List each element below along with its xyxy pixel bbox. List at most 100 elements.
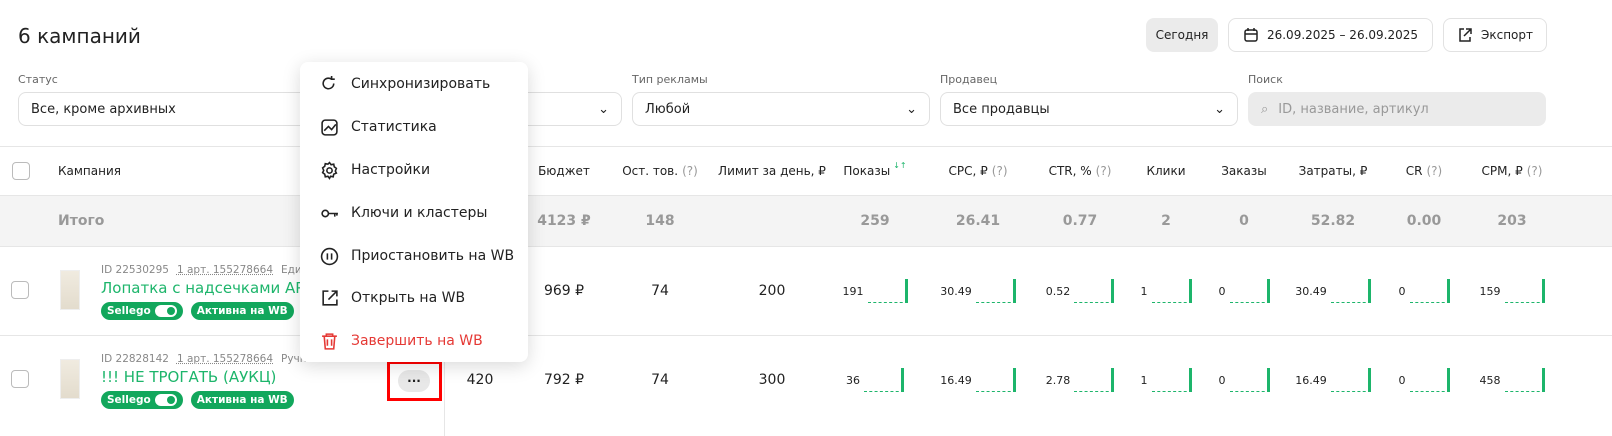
menu-item-trash[interactable]: Завершить на WB	[320, 326, 483, 356]
col-label: Показы	[843, 164, 891, 178]
cell-cr: 0	[1390, 365, 1458, 395]
col-budget[interactable]: Бюджет	[538, 164, 590, 178]
col-orders[interactable]: Заказы	[1221, 164, 1267, 178]
campaign-meta: ID 22530295 1 арт. 155278664 Един	[101, 264, 309, 276]
toggle-switch[interactable]	[154, 305, 177, 317]
col-label: CR	[1405, 164, 1423, 178]
sellego-toggle[interactable]: Sellego	[101, 391, 183, 409]
cell-clicks-value: 1	[1140, 373, 1148, 387]
cell-clicks-value: 1	[1140, 284, 1148, 298]
col-stock[interactable]: Ост. тов. (?)	[610, 147, 710, 195]
help-icon[interactable]: (?)	[1526, 164, 1543, 178]
page-title: 6 кампаний	[18, 24, 141, 48]
sellego-label: Sellego	[107, 305, 151, 317]
menu-item-pause[interactable]: Приостановить на WB	[320, 241, 514, 271]
search-label: Поиск	[1248, 73, 1283, 86]
sparkline	[1229, 368, 1270, 392]
total-orders: 0	[1239, 212, 1249, 229]
article-link[interactable]: 1 арт. 155278664	[176, 353, 274, 365]
campaign-name-link[interactable]: Лопатка с надсечками АРК	[101, 279, 315, 297]
today-label: Сегодня	[1155, 28, 1209, 42]
sparkline-bar	[904, 279, 908, 303]
campaign-name-link[interactable]: !!! НЕ ТРОГАТЬ (АУКЦ)	[101, 368, 277, 386]
cell-cpm-value: 458	[1479, 373, 1501, 387]
today-button[interactable]: Сегодня	[1146, 18, 1218, 52]
cell-spend: 30.49	[1283, 276, 1383, 306]
col-ctr[interactable]: CTR, % (?)	[1032, 147, 1128, 195]
more-actions-button[interactable]: ···	[398, 370, 430, 392]
article-link[interactable]: 1 арт. 155278664	[176, 264, 274, 276]
menu-item-gear[interactable]: Настройки	[320, 155, 430, 185]
cell-cpm: 458	[1464, 365, 1560, 395]
cell-cr-value: 0	[1398, 284, 1406, 298]
search-input[interactable]: ⌕ ID, название, артикул	[1248, 92, 1546, 126]
cell-cpm-value: 159	[1479, 284, 1501, 298]
sparkline	[864, 368, 904, 392]
seller-filter-label: Продавец	[940, 73, 998, 86]
cell-ctr: 2.78	[1032, 365, 1128, 395]
cell-stock: 74	[651, 372, 669, 388]
status-badge: Активна на WB	[190, 391, 294, 409]
export-label: Экспорт	[1480, 28, 1534, 42]
sparkline	[1151, 368, 1192, 392]
cell-budget: 792 ₽	[543, 372, 585, 388]
menu-item-external-link[interactable]: Открыть на WB	[320, 283, 465, 313]
cell-ctr-value: 2.78	[1045, 373, 1071, 387]
sparkline	[975, 368, 1016, 392]
product-thumbnail	[60, 270, 80, 310]
cell-orders: 0	[1208, 276, 1280, 306]
sort-icon[interactable]: ↓↑	[893, 161, 907, 170]
total-cpc: 26.41	[955, 212, 1001, 229]
col-label: CTR, %	[1048, 164, 1092, 178]
select-all-checkbox[interactable]	[11, 147, 31, 195]
campaign-id: ID 22530295	[101, 264, 169, 276]
col-cr[interactable]: CR (?)	[1390, 147, 1458, 195]
row-checkbox[interactable]	[11, 281, 29, 299]
date-range-label: 26.09.2025 – 26.09.2025	[1266, 28, 1419, 42]
menu-item-key[interactable]: Ключи и кластеры	[320, 198, 487, 228]
row-checkbox[interactable]	[11, 370, 29, 388]
cell-limit: 300	[758, 372, 786, 388]
cell-stock: 74	[651, 283, 669, 299]
menu-item-refresh[interactable]: Синхронизировать	[320, 69, 490, 99]
col-clicks[interactable]: Клики	[1146, 164, 1186, 178]
sparkline-bar	[1446, 279, 1450, 303]
sparkline-bar	[1111, 368, 1115, 392]
sparkline-bar	[1367, 279, 1371, 303]
cell-views: 191	[835, 276, 915, 306]
cell-cpc-value: 30.49	[940, 284, 972, 298]
divider	[0, 146, 1612, 147]
help-icon[interactable]: (?)	[1426, 164, 1443, 178]
toggle-switch[interactable]	[154, 394, 177, 406]
sparkline	[1504, 279, 1545, 303]
divider	[0, 195, 1612, 196]
sparkline-bar	[1541, 279, 1545, 303]
col-cpc[interactable]: CPC, ₽ (?)	[930, 147, 1026, 195]
help-icon[interactable]: (?)	[682, 164, 698, 178]
cell-clicks: 1	[1130, 365, 1202, 395]
key-icon	[321, 209, 338, 217]
col-campaign[interactable]: Кампания	[58, 164, 121, 178]
sellego-toggle[interactable]: Sellego	[101, 302, 183, 320]
context-menu: Синхронизировать Статистика Настройки Ключи…	[300, 62, 528, 362]
status-filter-select[interactable]: Все, кроме архивных	[18, 92, 310, 126]
col-cpm[interactable]: CPM, ₽ (?)	[1464, 147, 1560, 195]
seller-filter-select[interactable]: Все продавцы ⌄	[940, 92, 1238, 126]
export-button[interactable]: Экспорт	[1443, 18, 1547, 52]
cell-budget: 969 ₽	[543, 283, 585, 299]
total-cpm: 203	[1497, 212, 1527, 229]
sparkline-bar	[1266, 279, 1270, 303]
help-icon[interactable]: (?)	[1095, 164, 1112, 178]
cell-ctr-value: 0.52	[1045, 284, 1071, 298]
col-views[interactable]: Показы ↓↑	[835, 147, 915, 195]
menu-item-chart[interactable]: Статистика	[320, 112, 437, 142]
sellego-label: Sellego	[107, 394, 151, 406]
col-spend[interactable]: Затраты, ₽	[1298, 164, 1368, 178]
menu-item-label: Настройки	[351, 162, 431, 178]
date-range-button[interactable]: 26.09.2025 – 26.09.2025	[1228, 18, 1433, 52]
help-icon[interactable]: (?)	[991, 164, 1008, 178]
sparkline-bar	[1188, 279, 1192, 303]
cell-cr: 0	[1390, 276, 1458, 306]
ad-type-filter-select[interactable]: Любой ⌄	[632, 92, 930, 126]
col-limit[interactable]: Лимит за день, ₽	[718, 164, 826, 178]
